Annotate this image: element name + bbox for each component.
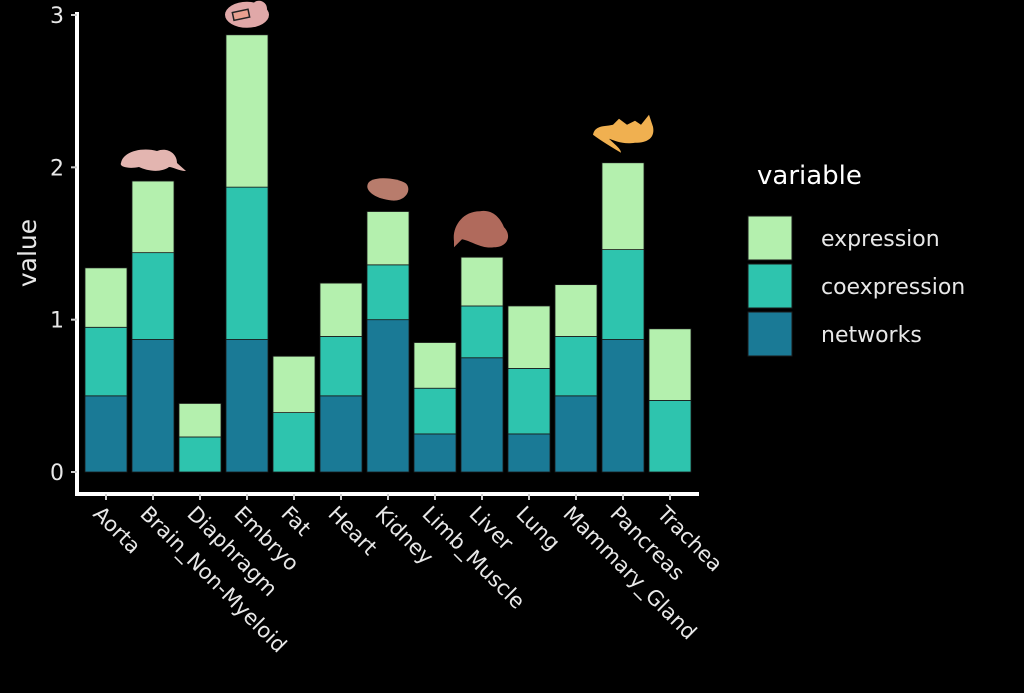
x-tick-label: Heart [323,502,381,560]
x-ticks: AortaBrain_Non-MyeloidDiaphragmEmbryoFat… [88,494,727,658]
bar-segment-expression [84,267,128,328]
y-tick-label: 2 [50,156,64,181]
bar-segment-expression [272,355,316,413]
brain-icon [120,149,186,172]
bar-segment-networks [507,433,551,473]
bar-segment-networks [366,319,410,473]
embryo-icon [225,0,269,28]
bar-segment-networks [554,395,598,473]
bar-segment-expression [366,211,410,266]
bars-group [84,34,692,473]
organ-icons [120,0,654,248]
y-tick-label: 3 [50,4,64,29]
bar-segment-coexpression [507,368,551,435]
legend-label-coexpression: coexpression [821,275,965,300]
bar-segment-expression [413,342,457,389]
bar-segment-networks [84,395,128,473]
bar-segment-coexpression [178,436,222,473]
legend-swatch-coexpression [747,263,793,309]
bar-segment-coexpression [319,336,363,397]
legend-swatch-networks [747,311,793,357]
x-tick-label: Fat [276,502,315,541]
liver-icon [453,210,509,248]
bar-segment-coexpression [366,264,410,321]
bar-segment-coexpression [648,400,692,473]
bar-segment-coexpression [460,305,504,359]
bar-segment-networks [413,433,457,473]
bar-segment-networks [601,339,645,473]
bar-segment-coexpression [225,186,269,340]
bar-segment-networks [131,339,175,473]
bar-segment-networks [319,395,363,473]
pancreas-icon [593,114,654,153]
y-tick-label: 1 [50,309,64,334]
x-tick-label: Aorta [88,502,145,559]
y-axis-title: value [13,219,42,287]
x-tick-label: Lung [511,502,564,555]
bar-segment-expression [460,256,504,307]
bar-segment-coexpression [554,336,598,397]
bar-segment-expression [131,180,175,254]
bar-segment-expression [648,328,692,401]
bar-segment-expression [178,403,222,438]
legend-label-networks: networks [821,323,922,348]
kidney-icon [367,178,409,201]
y-ticks: 0 1 2 3 [50,4,77,486]
bar-segment-expression [554,284,598,337]
bar-segment-coexpression [601,249,645,340]
legend: variable expression coexpression networks [747,161,965,357]
legend-label-expression: expression [821,227,940,252]
bar-segment-expression [507,305,551,369]
bar-segment-coexpression [272,412,316,473]
bar-segment-networks [460,357,504,473]
bar-segment-expression [601,162,645,250]
bar-segment-coexpression [84,326,128,397]
bar-segment-expression [225,34,269,188]
legend-swatch-expression [747,215,793,261]
bar-segment-expression [319,282,363,337]
legend-title: variable [757,161,862,191]
bar-segment-networks [225,339,269,473]
y-tick-label: 0 [50,461,64,486]
bar-segment-coexpression [131,252,175,340]
bar-segment-coexpression [413,387,457,435]
